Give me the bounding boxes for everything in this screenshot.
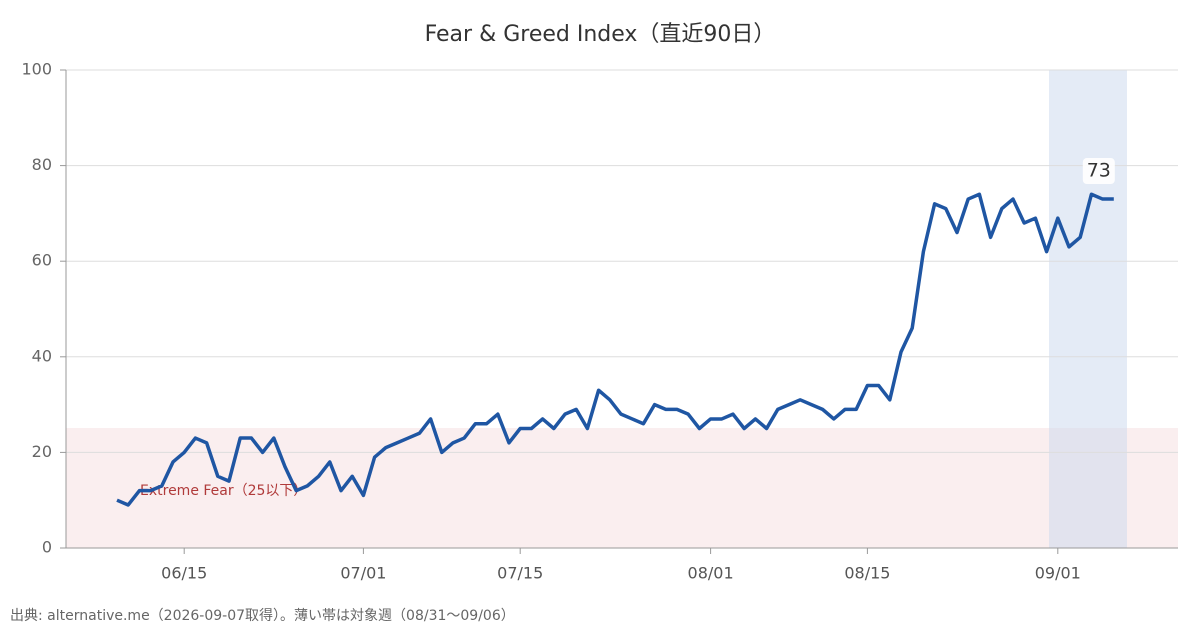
x-tick-label: 09/01 xyxy=(1035,564,1081,583)
y-tick-label: 60 xyxy=(32,251,52,270)
x-tick-label: 06/15 xyxy=(161,564,207,583)
value-label: 73 xyxy=(1087,160,1111,182)
x-tick-label: 08/01 xyxy=(688,564,734,583)
chart-title: Fear & Greed Index（直近90日） xyxy=(425,22,776,47)
y-tick-label: 80 xyxy=(32,155,52,174)
label-bg xyxy=(1082,158,1115,185)
footnote: 出典: alternative.me（2026-09-07取得）。薄い帯は対象週… xyxy=(10,607,515,624)
x-tick-label: 07/15 xyxy=(497,564,543,583)
extreme-fear-band xyxy=(66,428,1178,548)
y-tick-label: 20 xyxy=(32,442,52,461)
x-tick-label: 07/01 xyxy=(340,564,386,583)
y-tick-label: 100 xyxy=(21,60,52,79)
y-tick-label: 40 xyxy=(32,346,52,365)
y-tick-label: 0 xyxy=(42,538,52,557)
line xyxy=(116,192,1114,507)
x-tick-label: 08/15 xyxy=(844,564,890,583)
band-label: Extreme Fear（25以下） xyxy=(140,483,307,499)
highlight-week xyxy=(1049,70,1127,548)
